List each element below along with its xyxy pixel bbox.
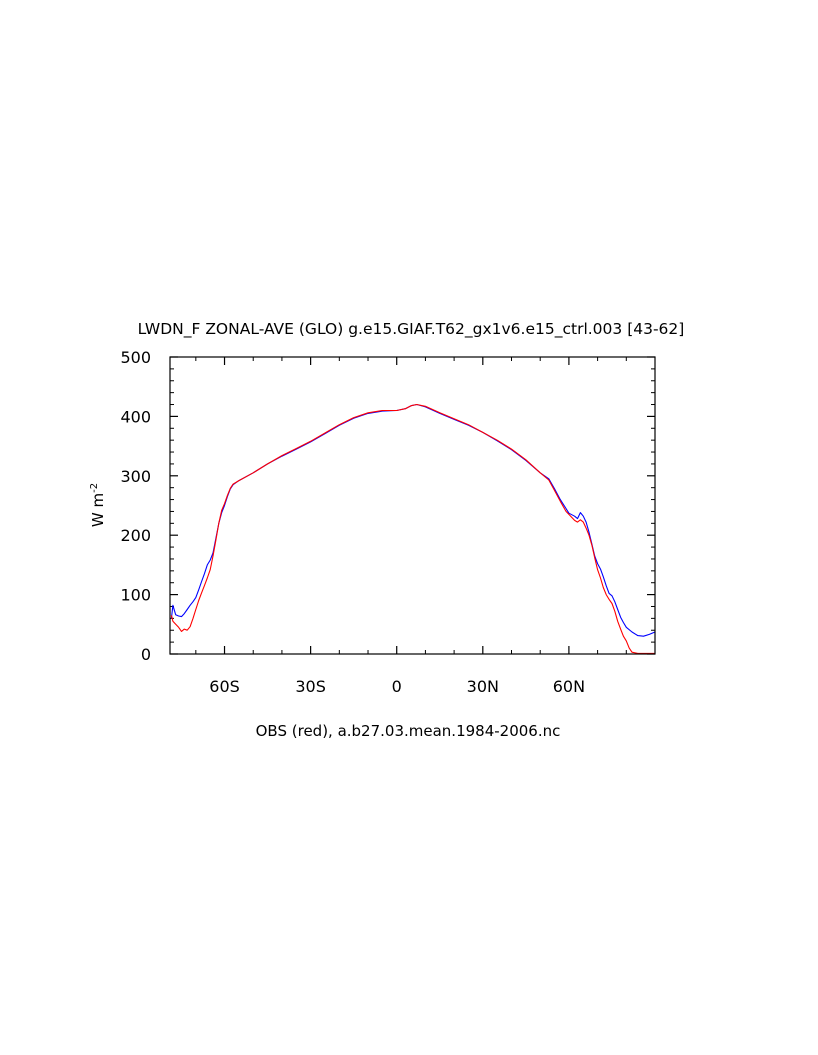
y-tick-label: 300 (120, 467, 151, 486)
x-tick-label: 60N (553, 677, 585, 696)
series-line-0 (170, 403, 656, 637)
y-tick-label: 0 (141, 645, 151, 664)
y-axis-label: W m-2 (89, 483, 107, 527)
x-tick-label: 0 (392, 677, 402, 696)
y-axis-tick-labels: 0 100 200 300 400 500 (120, 348, 151, 664)
y-tick-label: 500 (120, 348, 151, 367)
x-axis-label: OBS (red), a.b27.03.mean.1984-2006.nc (256, 722, 561, 740)
x-tick-label: 30N (467, 677, 499, 696)
x-axis-major-ticks (223, 357, 570, 654)
y-tick-label: 100 (120, 586, 151, 605)
x-tick-label: 30S (295, 677, 326, 696)
x-tick-label: 60S (209, 677, 240, 696)
plot-frame (169, 356, 656, 655)
y-axis-major-ticks (170, 356, 655, 655)
series-line-1 (170, 403, 655, 654)
chart-title: LWDN_F ZONAL-AVE (GLO) g.e15.GIAF.T62_gx… (138, 320, 685, 339)
y-tick-label: 200 (120, 526, 151, 545)
y-axis-label-text: W m (89, 493, 107, 527)
y-tick-label: 400 (120, 407, 151, 426)
y-axis-label-superscript: -2 (89, 483, 100, 493)
y-axis-minor-ticks (170, 368, 655, 643)
x-axis-tick-labels: 60S 30S 0 30N 60N (209, 677, 585, 696)
series-lines (170, 403, 656, 654)
x-axis-minor-ticks (195, 357, 627, 654)
